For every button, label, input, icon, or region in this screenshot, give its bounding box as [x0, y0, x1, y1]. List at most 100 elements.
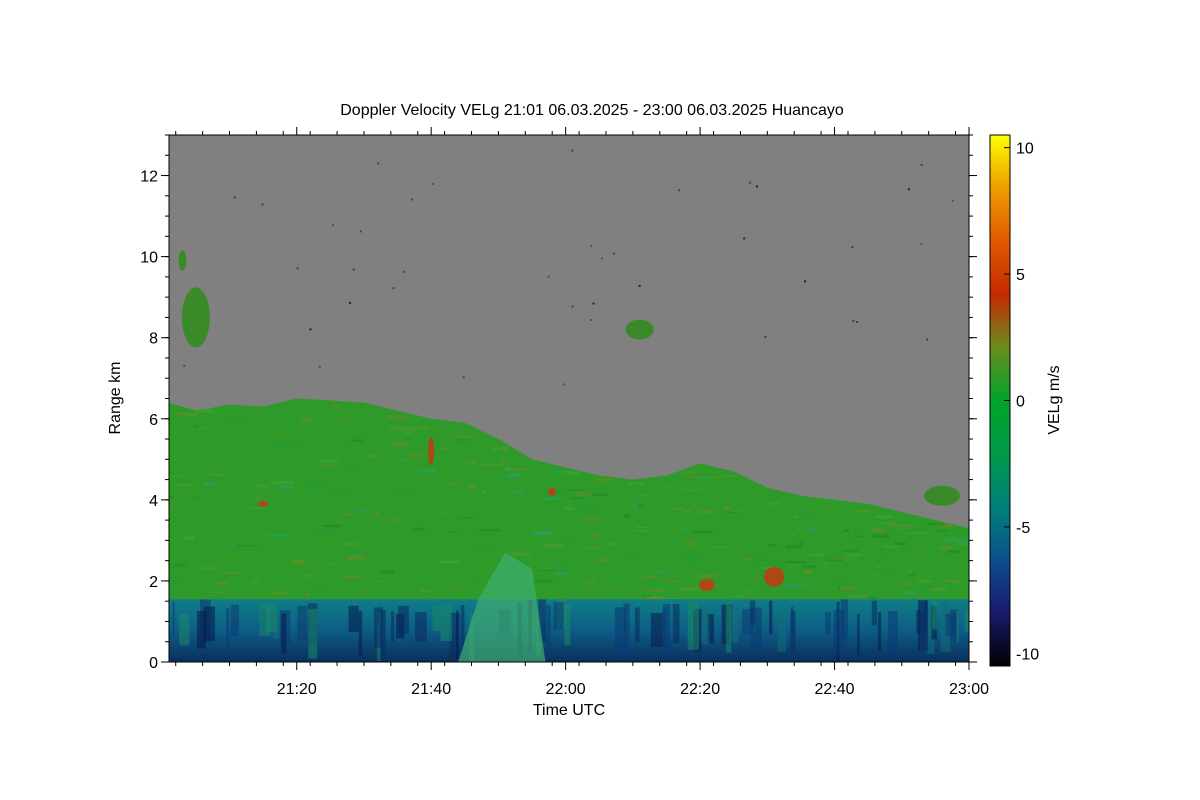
- y-tick-label: 4: [149, 493, 158, 510]
- echo-texture: [944, 579, 964, 582]
- echo-texture: [597, 558, 610, 562]
- echo-texture: [236, 544, 258, 547]
- echo-texture: [438, 560, 460, 564]
- echo-texture: [175, 411, 182, 415]
- echo-texture: [249, 507, 267, 510]
- speckle: [743, 237, 746, 240]
- speckle: [462, 376, 465, 379]
- surface-streak: [391, 611, 395, 642]
- echo-texture: [894, 542, 907, 546]
- echo-texture: [916, 580, 933, 583]
- surface-streak: [440, 604, 452, 641]
- echo-texture: [319, 459, 338, 463]
- echo-texture: [222, 572, 241, 574]
- echo-texture: [566, 504, 571, 507]
- echo-texture: [902, 590, 917, 595]
- echo-texture: [697, 574, 718, 578]
- echo-texture: [169, 505, 178, 507]
- echo-texture: [438, 513, 452, 515]
- surface-streak: [281, 613, 287, 654]
- colorbar-tick-label: 0: [1016, 394, 1025, 411]
- surface-streak: [871, 600, 877, 626]
- x-tick-label: 23:00: [949, 681, 989, 698]
- surface-streak: [729, 607, 739, 643]
- echo-texture: [456, 438, 470, 441]
- speckle: [411, 198, 414, 201]
- echo-texture: [586, 579, 596, 584]
- echo-texture: [955, 540, 968, 544]
- colorbar-tick-label: -10: [1016, 646, 1039, 663]
- y-tick-label: 2: [149, 574, 158, 591]
- echo-texture: [583, 516, 600, 520]
- echo-texture: [491, 447, 509, 451]
- echo-texture: [853, 535, 863, 538]
- echo-texture: [543, 543, 565, 548]
- echo-texture: [875, 579, 882, 582]
- speckle: [296, 267, 299, 270]
- echo-texture: [279, 434, 287, 436]
- near-surface-layer: [169, 552, 969, 662]
- echo-texture: [343, 513, 351, 516]
- echo-texture: [468, 484, 476, 488]
- echo-patch: [181, 287, 210, 348]
- echo-texture: [916, 517, 922, 520]
- surface-streak: [230, 605, 239, 637]
- echo-texture: [808, 527, 818, 531]
- signal-speckles: [183, 149, 954, 386]
- y-tick-label: 8: [149, 331, 158, 348]
- echo-texture: [906, 570, 912, 575]
- plot-area: [169, 135, 969, 662]
- echo-texture: [927, 523, 945, 526]
- echo-texture: [936, 529, 948, 532]
- surface-streak: [650, 613, 663, 647]
- echo-texture: [645, 596, 659, 600]
- surface-streak: [964, 610, 969, 632]
- echo-texture: [181, 413, 199, 417]
- speckle: [678, 189, 681, 192]
- echo-texture: [316, 528, 337, 531]
- chart-title: Doppler Velocity VELg 21:01 06.03.2025 -…: [340, 102, 844, 119]
- echo-texture: [351, 553, 362, 557]
- echo-texture: [769, 502, 780, 505]
- echo-texture: [194, 409, 214, 413]
- echo-texture: [668, 508, 686, 510]
- surface-streak: [553, 602, 564, 630]
- echo-texture: [191, 497, 198, 499]
- echo-texture: [413, 527, 425, 531]
- echo-texture: [792, 515, 798, 518]
- echo-texture: [656, 549, 662, 551]
- surface-streak: [707, 614, 714, 644]
- surface-streak: [308, 608, 318, 659]
- echo-texture: [374, 511, 379, 516]
- speckle: [431, 182, 434, 185]
- y-tick-label: 0: [149, 655, 158, 672]
- echo-texture: [301, 417, 311, 422]
- speckle: [592, 302, 595, 305]
- surface-streak: [777, 609, 786, 652]
- x-tick-label: 21:40: [411, 681, 451, 698]
- surface-streak: [877, 612, 882, 651]
- echo-texture: [333, 464, 346, 467]
- echo-texture: [648, 571, 669, 574]
- surface-streak: [887, 611, 898, 654]
- echo-texture: [945, 539, 964, 542]
- surface-streak: [635, 607, 640, 642]
- echo-texture: [511, 552, 530, 557]
- echo-texture: [681, 471, 697, 474]
- echo-texture: [545, 567, 564, 569]
- echo-texture: [278, 485, 294, 489]
- echo-texture: [481, 463, 503, 467]
- speckle: [749, 181, 752, 184]
- colorbar-tick-label: 10: [1016, 141, 1034, 158]
- echo-texture: [514, 491, 524, 495]
- echo-texture: [555, 565, 565, 570]
- echo-texture: [727, 511, 739, 513]
- echo-texture: [871, 528, 886, 532]
- echo-texture: [595, 478, 612, 482]
- x-tick-label: 22:20: [680, 681, 720, 698]
- echo-texture: [700, 476, 710, 480]
- echo-texture: [459, 517, 473, 519]
- speckle: [348, 301, 351, 304]
- echo-texture: [345, 467, 358, 471]
- echo-texture: [951, 533, 969, 535]
